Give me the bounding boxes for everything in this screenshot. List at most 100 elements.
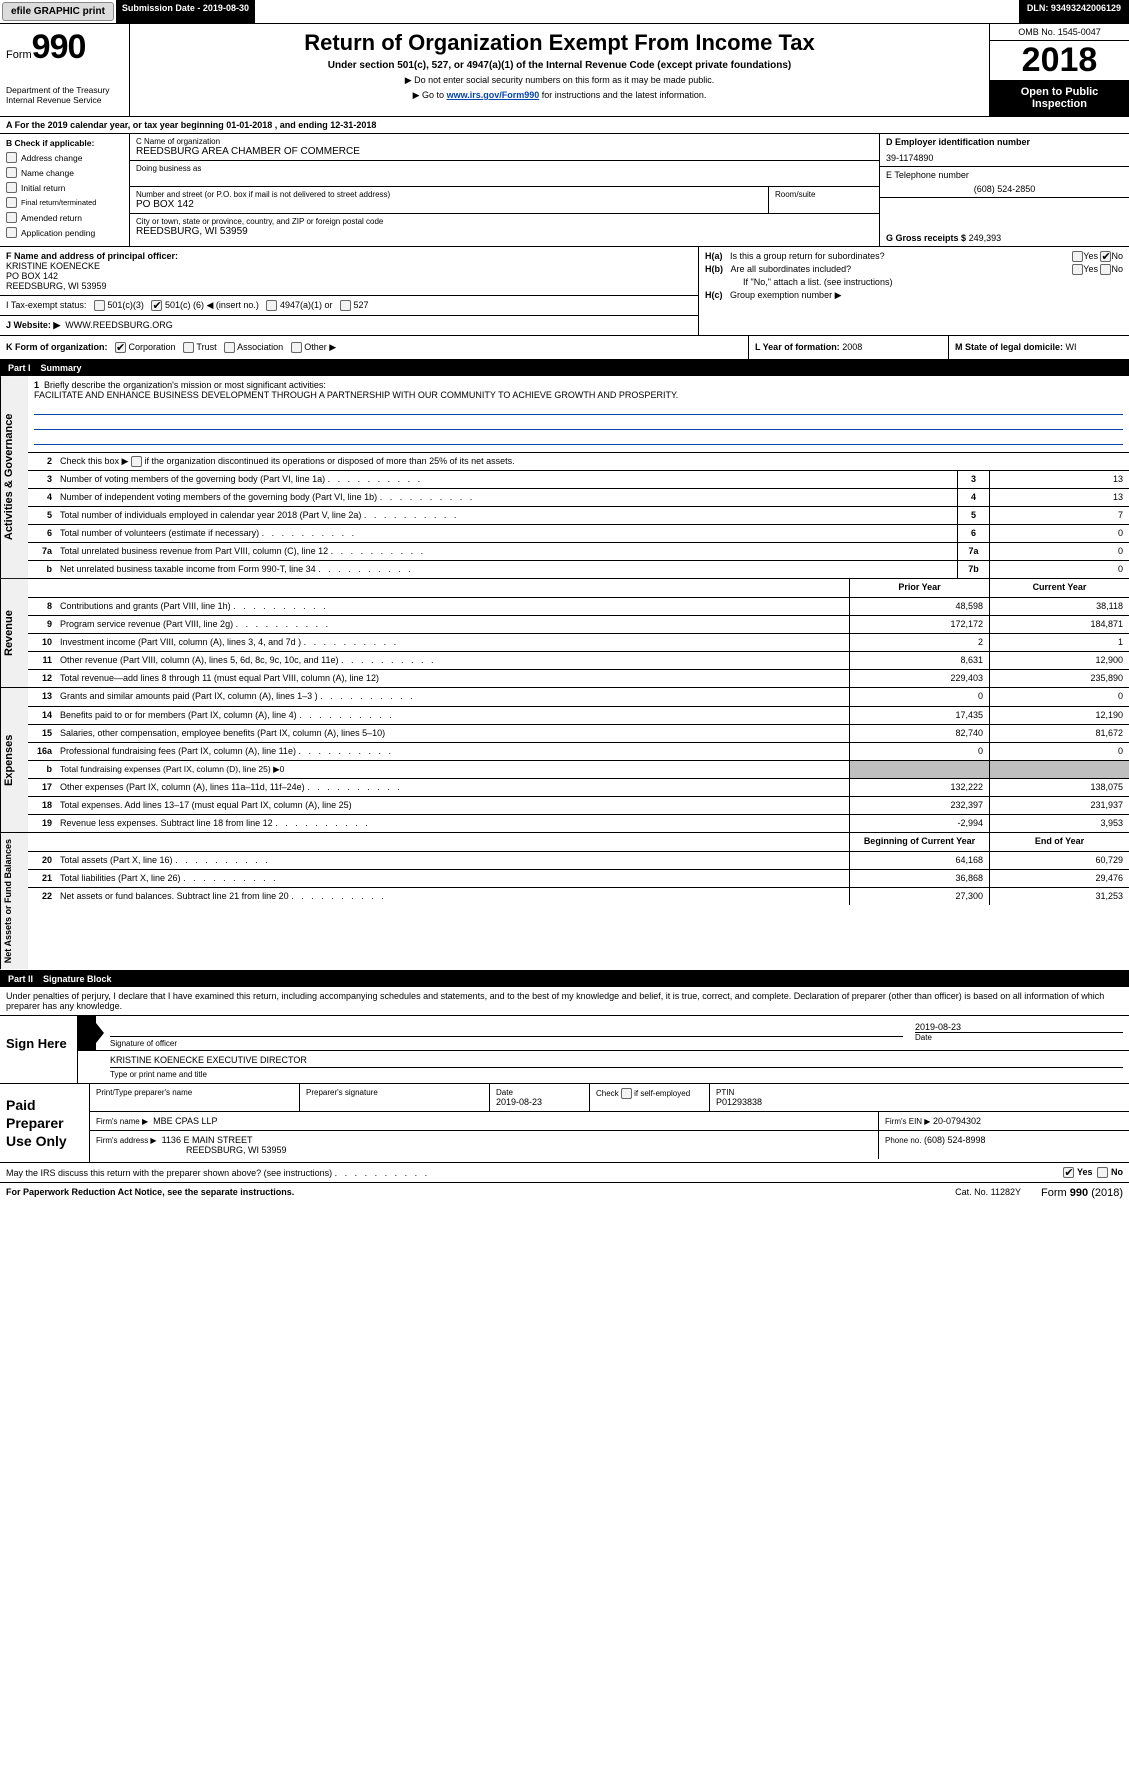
row-22: 22Net assets or fund balances. Subtract …	[28, 887, 1129, 905]
submission-date: Submission Date - 2019-08-30	[116, 0, 255, 23]
row-13: 13Grants and similar amounts paid (Part …	[28, 688, 1129, 706]
firm-ein: 20-0794302	[933, 1116, 981, 1126]
chk-discuss-no[interactable]	[1097, 1167, 1108, 1178]
l-block: L Year of formation: 2008	[749, 336, 949, 359]
chk-other[interactable]	[291, 342, 302, 353]
chk-hb-no[interactable]	[1100, 264, 1111, 275]
row-16b: bTotal fundraising expenses (Part IX, co…	[28, 760, 1129, 778]
phone: (608) 524-2850	[886, 184, 1123, 194]
chk-self-employed[interactable]	[621, 1088, 632, 1099]
chk-discontinued[interactable]	[131, 456, 142, 467]
row-rev-hdr: Prior Year Current Year	[28, 579, 1129, 597]
row-11: 11Other revenue (Part VIII, column (A), …	[28, 651, 1129, 669]
row-10: 10Investment income (Part VIII, column (…	[28, 633, 1129, 651]
row-9: 9Program service revenue (Part VIII, lin…	[28, 615, 1129, 633]
row-17: 17Other expenses (Part IX, column (A), l…	[28, 778, 1129, 796]
firm-addr1: 1136 E MAIN STREET	[162, 1135, 253, 1145]
i-block: I Tax-exempt status: 501(c)(3) 501(c) (6…	[0, 296, 698, 316]
sign-date: 2019-08-23	[915, 1022, 1123, 1032]
dln: DLN: 93493242006129	[1019, 0, 1129, 23]
row-3: 3 Number of voting members of the govern…	[28, 470, 1129, 488]
header-right: OMB No. 1545-0047 2018 Open to Public In…	[989, 24, 1129, 116]
form-subtitle: Under section 501(c), 527, or 4947(a)(1)…	[136, 60, 983, 71]
city: REEDSBURG, WI 53959	[136, 226, 873, 237]
street-row: Number and street (or P.O. box if mail i…	[130, 187, 879, 214]
chk-ha-no[interactable]	[1100, 251, 1111, 262]
chk-hb-yes[interactable]	[1072, 264, 1083, 275]
row-8: 8Contributions and grants (Part VIII, li…	[28, 597, 1129, 615]
activities-section: Activities & Governance 1 Briefly descri…	[0, 376, 1129, 579]
row-12: 12Total revenue—add lines 8 through 11 (…	[28, 669, 1129, 687]
checkbox-icon[interactable]	[6, 182, 17, 193]
checkbox-icon[interactable]	[6, 167, 17, 178]
mission-block: 1 Briefly describe the organization's mi…	[28, 376, 1129, 452]
firm-name: MBE CPAS LLP	[153, 1116, 217, 1126]
row-14: 14Benefits paid to or for members (Part …	[28, 706, 1129, 724]
gross-receipts: 249,393	[969, 233, 1002, 243]
row-4: 4 Number of independent voting members o…	[28, 488, 1129, 506]
chk-address-change: Address change	[6, 152, 123, 163]
col-d: D Employer identification number 39-1174…	[879, 134, 1129, 246]
row-7a: 7a Total unrelated business revenue from…	[28, 542, 1129, 560]
chk-discuss-yes[interactable]	[1063, 1167, 1074, 1178]
chk-501c3[interactable]	[94, 300, 105, 311]
city-block: City or town, state or province, country…	[130, 214, 879, 240]
tax-year: 2018	[990, 41, 1129, 80]
officer-name: KRISTINE KOENECKE	[6, 261, 692, 271]
row-21: 21Total liabilities (Part X, line 26)36,…	[28, 869, 1129, 887]
col-c: C Name of organization REEDSBURG AREA CH…	[130, 134, 879, 246]
chk-app-pending: Application pending	[6, 227, 123, 238]
prep-row-1: Print/Type preparer's name Preparer's si…	[90, 1084, 1129, 1112]
chk-527[interactable]	[340, 300, 351, 311]
arrow-icon	[78, 1016, 96, 1050]
header-row: Form990 Department of the Treasury Inter…	[0, 24, 1129, 117]
checkbox-icon[interactable]	[6, 197, 17, 208]
sig-line-2: KRISTINE KOENECKE EXECUTIVE DIRECTOR Typ…	[78, 1051, 1129, 1083]
prep-row-2: Firm's name ▶ MBE CPAS LLP Firm's EIN ▶ …	[90, 1112, 1129, 1131]
jurat: Under penalties of perjury, I declare th…	[0, 987, 1129, 1016]
phone-block: E Telephone number (608) 524-2850	[880, 167, 1129, 198]
row-na-hdr: Beginning of Current Year End of Year	[28, 833, 1129, 851]
chk-501c[interactable]	[151, 300, 162, 311]
section-bcd: B Check if applicable: Address change Na…	[0, 134, 1129, 247]
firm-addr2: REEDSBURG, WI 53959	[186, 1145, 287, 1155]
checkbox-icon[interactable]	[6, 152, 17, 163]
preparer-row: Paid Preparer Use Only Print/Type prepar…	[0, 1084, 1129, 1164]
website: WWW.REEDSBURG.ORG	[65, 320, 173, 330]
chk-4947[interactable]	[266, 300, 277, 311]
chk-trust[interactable]	[183, 342, 194, 353]
section-fh: F Name and address of principal officer:…	[0, 247, 1129, 336]
mission-text: FACILITATE AND ENHANCE BUSINESS DEVELOPM…	[34, 390, 678, 400]
irs-link[interactable]: www.irs.gov/Form990	[447, 90, 540, 100]
fh-left: F Name and address of principal officer:…	[0, 247, 699, 335]
firm-phone: (608) 524-8998	[924, 1135, 986, 1145]
row-20: 20Total assets (Part X, line 16)64,16860…	[28, 851, 1129, 869]
chk-ha-yes[interactable]	[1072, 251, 1083, 262]
chk-final-return: Final return/terminated	[6, 197, 123, 208]
footer-right: Form 990 (2018)	[1041, 1187, 1123, 1199]
h-block: H(a) Is this a group return for subordin…	[699, 247, 1129, 335]
gross-block: G Gross receipts $ 249,393	[880, 198, 1129, 246]
prep-row-3: Firm's address ▶ 1136 E MAIN STREET REED…	[90, 1131, 1129, 1159]
ein: 39-1174890	[886, 153, 1123, 163]
chk-initial-return: Initial return	[6, 182, 123, 193]
netassets-section: Net Assets or Fund Balances Beginning of…	[0, 833, 1129, 970]
ein-block: D Employer identification number 39-1174…	[880, 134, 1129, 167]
chk-corp[interactable]	[115, 342, 126, 353]
j-block: J Website: ▶ WWW.REEDSBURG.ORG	[0, 316, 698, 335]
checkbox-icon[interactable]	[6, 227, 17, 238]
row-klm: K Form of organization: Corporation Trus…	[0, 336, 1129, 360]
sign-here-label: Sign Here	[0, 1016, 78, 1083]
checkbox-icon[interactable]	[6, 212, 17, 223]
form-id-block: Form990 Department of the Treasury Inter…	[0, 24, 130, 116]
topbar: efile GRAPHIC print Submission Date - 20…	[0, 0, 1129, 24]
col-b: B Check if applicable: Address change Na…	[0, 134, 130, 246]
f-block: F Name and address of principal officer:…	[0, 247, 698, 296]
chk-assoc[interactable]	[224, 342, 235, 353]
form-note1: ▶ Do not enter social security numbers o…	[136, 75, 983, 86]
k-block: K Form of organization: Corporation Trus…	[0, 336, 749, 359]
underline	[34, 418, 1123, 430]
form-number: 990	[32, 28, 86, 66]
row-a: A For the 2019 calendar year, or tax yea…	[0, 117, 1129, 134]
row-2: 2 Check this box ▶ if the organization d…	[28, 452, 1129, 470]
